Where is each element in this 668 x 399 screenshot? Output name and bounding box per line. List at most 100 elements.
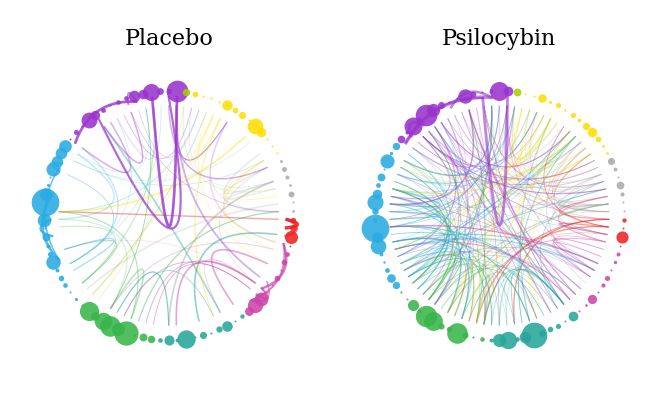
Point xyxy=(413,308,424,314)
Point xyxy=(528,332,539,338)
Point xyxy=(262,289,273,295)
Point xyxy=(206,330,216,336)
Point xyxy=(198,93,208,99)
Point xyxy=(369,208,380,214)
Point xyxy=(567,111,578,118)
Point xyxy=(43,182,53,188)
Point xyxy=(129,332,140,338)
Point xyxy=(282,174,293,180)
Point xyxy=(285,243,295,249)
Point xyxy=(65,136,76,142)
Point xyxy=(271,275,282,281)
Point xyxy=(378,259,389,265)
Point xyxy=(520,334,530,341)
Point xyxy=(609,166,620,172)
Point xyxy=(401,129,412,135)
Point xyxy=(395,289,406,295)
Point xyxy=(460,332,470,338)
Point xyxy=(206,95,216,101)
Point xyxy=(181,336,192,342)
Point xyxy=(371,234,382,240)
Point xyxy=(285,182,295,188)
Point xyxy=(256,129,267,135)
Point xyxy=(421,313,432,320)
Point xyxy=(444,326,454,332)
Point xyxy=(121,95,132,101)
Point xyxy=(271,150,282,156)
Point xyxy=(222,322,232,329)
Point xyxy=(587,296,597,302)
Point xyxy=(511,336,522,342)
Point xyxy=(282,251,293,257)
Point xyxy=(395,136,406,142)
Point xyxy=(279,259,290,265)
Point xyxy=(77,302,88,308)
Point xyxy=(39,199,50,205)
Point xyxy=(214,326,224,332)
Point xyxy=(113,99,124,105)
Point xyxy=(236,111,247,118)
Title: Placebo: Placebo xyxy=(124,28,213,50)
Point xyxy=(172,337,183,343)
Point xyxy=(84,308,94,314)
Point xyxy=(244,117,255,123)
Point xyxy=(369,217,380,223)
Point xyxy=(287,199,298,205)
Point xyxy=(602,275,613,281)
Point xyxy=(286,191,297,197)
Point xyxy=(164,337,174,343)
Point xyxy=(250,302,261,308)
Point xyxy=(574,308,584,314)
Point xyxy=(574,117,584,123)
Point xyxy=(617,191,627,197)
Point xyxy=(138,334,148,341)
Point xyxy=(90,111,101,118)
Point xyxy=(105,102,116,109)
Point xyxy=(401,296,412,302)
Point xyxy=(244,308,255,314)
Point xyxy=(164,88,174,94)
Point xyxy=(421,111,432,118)
Point xyxy=(373,182,383,188)
Point xyxy=(370,225,381,232)
Point xyxy=(407,122,418,129)
Point xyxy=(618,199,629,205)
Point xyxy=(382,267,393,273)
Point xyxy=(536,330,547,336)
Point xyxy=(146,336,157,342)
Point xyxy=(55,275,66,281)
Point xyxy=(98,107,108,113)
Point xyxy=(84,117,94,123)
Point xyxy=(613,174,623,180)
Point xyxy=(39,208,49,214)
Point xyxy=(606,158,617,164)
Point xyxy=(105,322,116,329)
Point xyxy=(528,93,539,99)
Point xyxy=(113,326,124,332)
Point xyxy=(606,267,617,273)
Point xyxy=(181,89,192,95)
Point xyxy=(229,318,240,324)
Point xyxy=(536,95,547,101)
Point xyxy=(428,107,439,113)
Point xyxy=(51,267,62,273)
Point xyxy=(615,182,625,188)
Point xyxy=(468,334,479,341)
Point xyxy=(65,289,76,295)
Point xyxy=(452,330,462,336)
Point xyxy=(592,289,603,295)
Point xyxy=(229,107,240,113)
Point xyxy=(41,234,51,240)
Point xyxy=(444,99,454,105)
Point xyxy=(60,142,71,149)
Point xyxy=(552,322,563,329)
Point xyxy=(592,136,603,142)
Point xyxy=(386,275,397,281)
Point xyxy=(41,191,51,197)
Point xyxy=(485,88,496,94)
Point xyxy=(155,88,166,94)
Point xyxy=(602,150,613,156)
Point xyxy=(39,225,50,232)
Point xyxy=(502,88,513,94)
Point xyxy=(39,217,49,223)
